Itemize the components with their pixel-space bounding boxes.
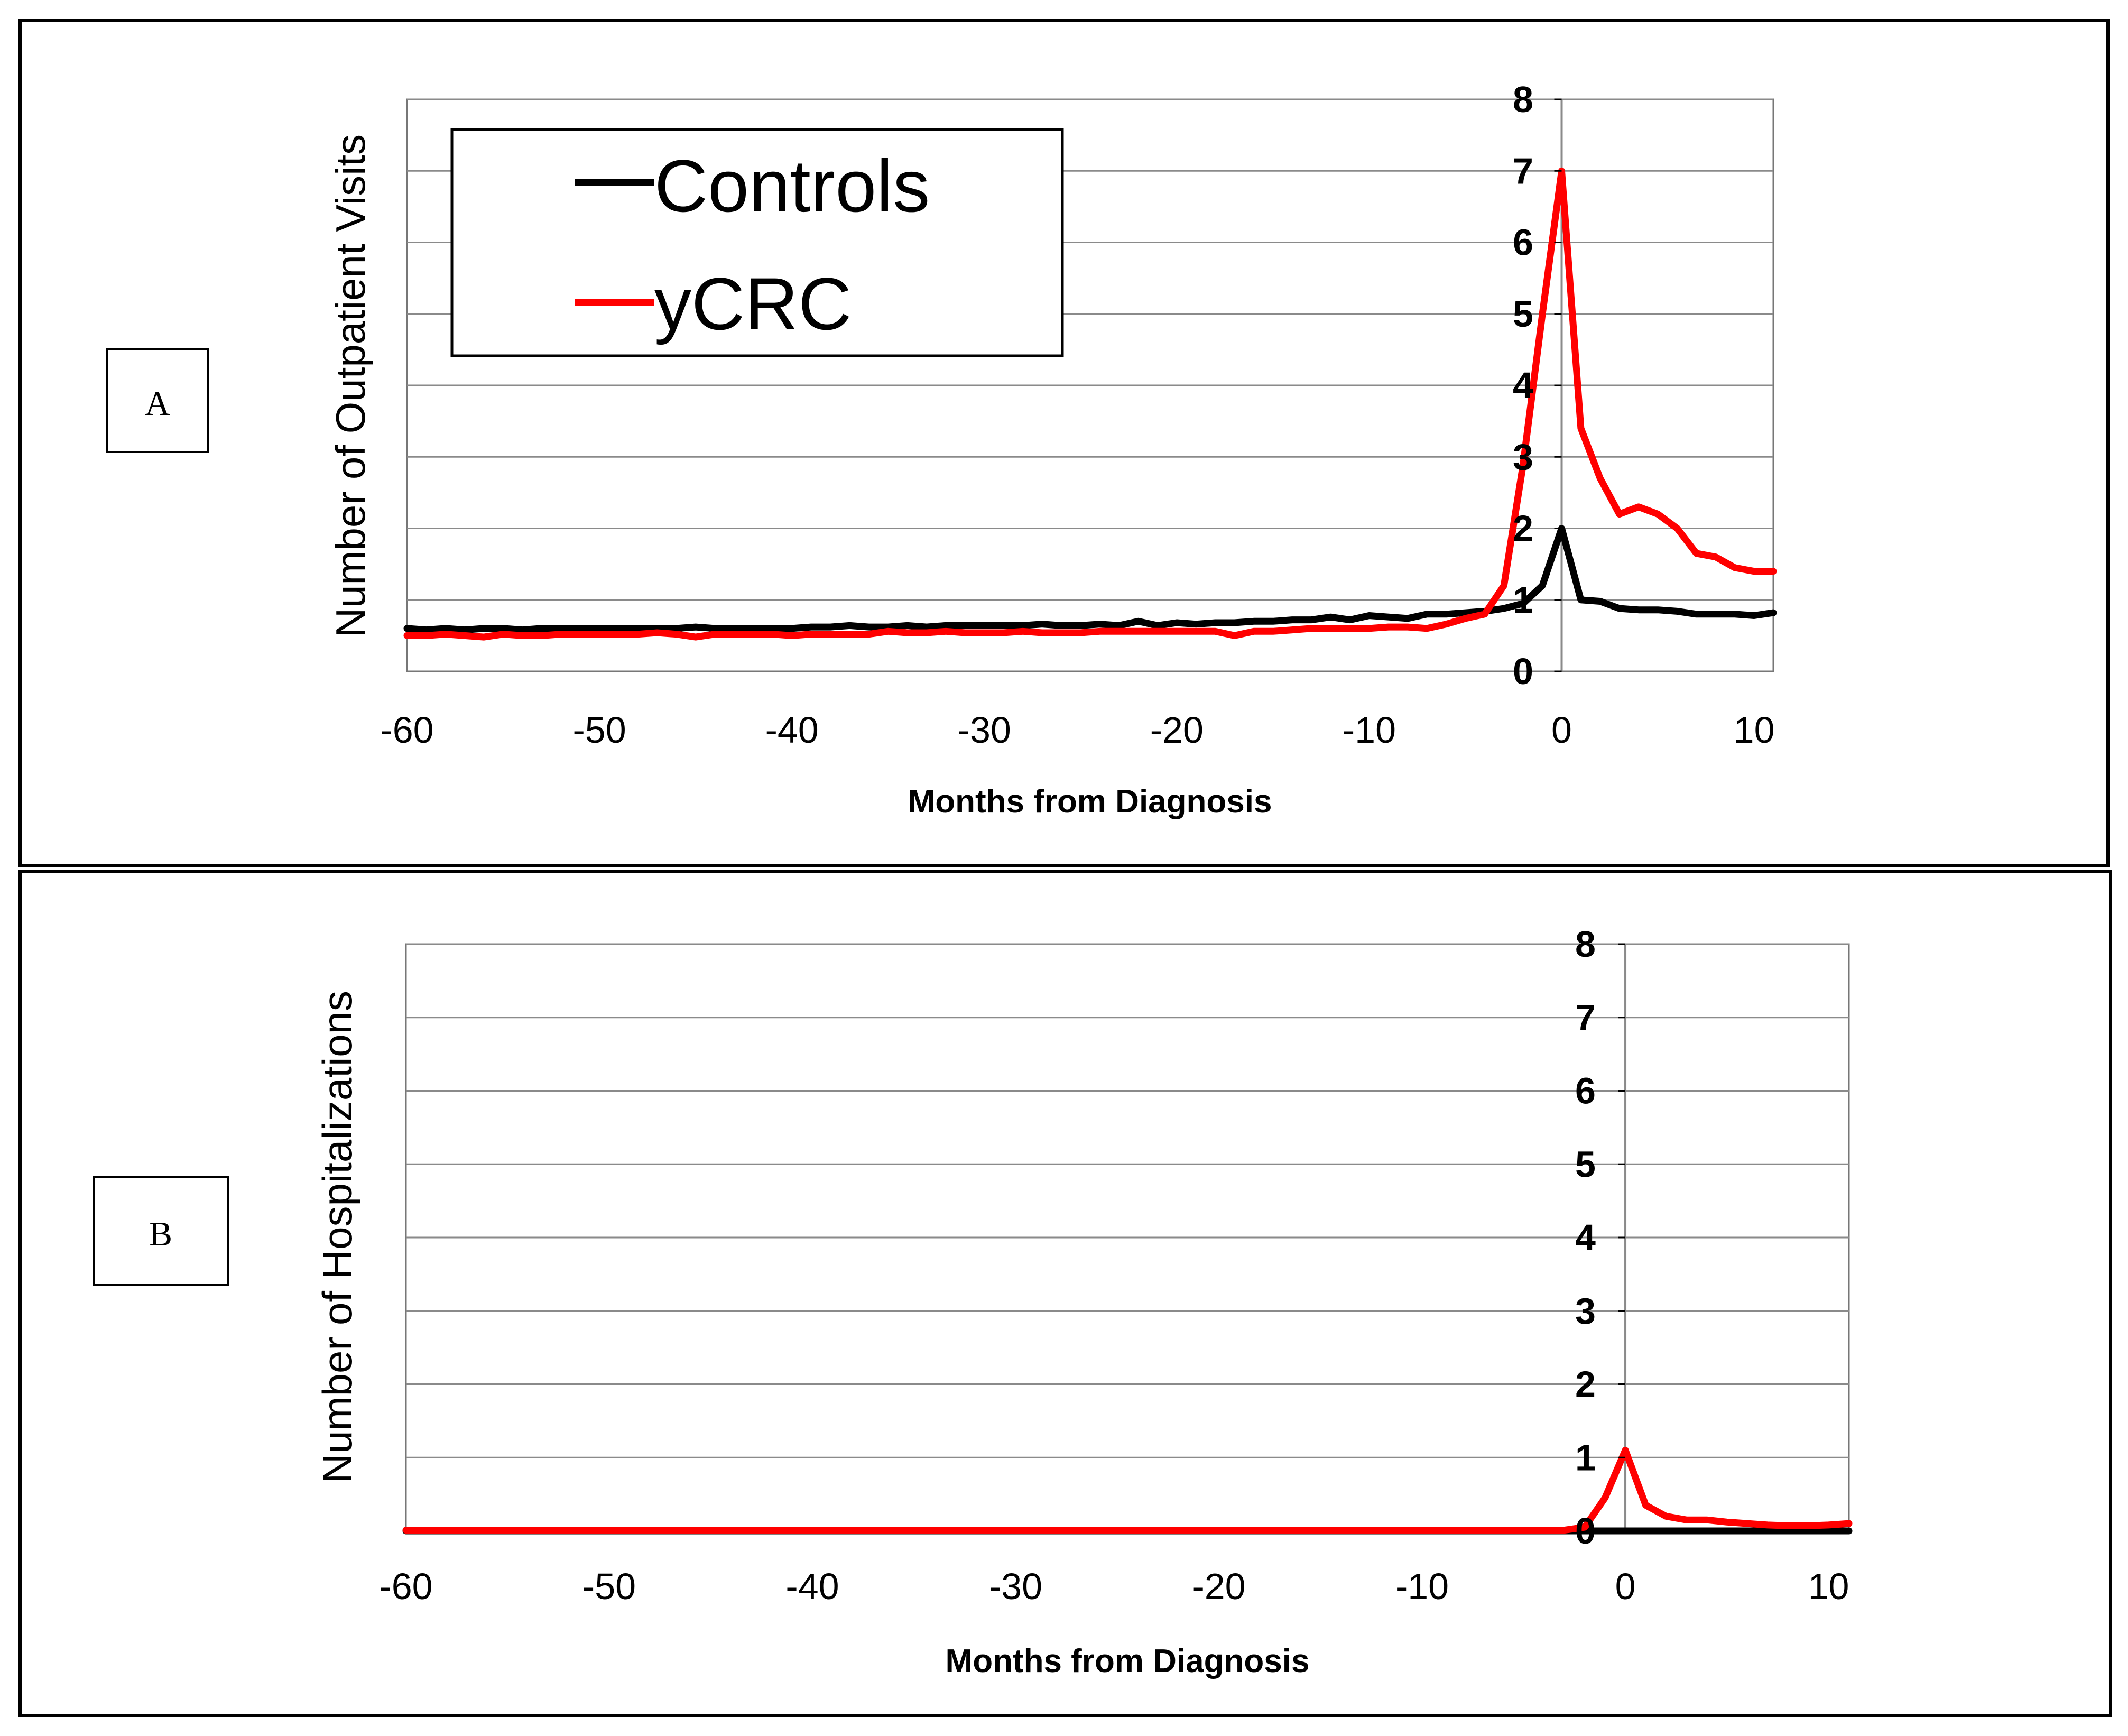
x-axis-title: Months from Diagnosis [946, 1643, 1310, 1679]
series-line-ycrc [402, 1446, 1853, 1534]
x-tick-label: 0 [1615, 1566, 1636, 1607]
x-tick-label: 0 [1551, 709, 1572, 751]
y-tick-label: 0 [1575, 1510, 1596, 1552]
legend-label-ycrc: yCRC [654, 262, 852, 345]
y-tick-label: 8 [1575, 924, 1596, 965]
y-tick-label: 0 [1513, 651, 1533, 692]
x-tick-label: -40 [785, 1566, 839, 1607]
x-axis-title: Months from Diagnosis [908, 783, 1272, 820]
x-tick-label: -20 [1192, 1566, 1245, 1607]
panel-a-chart: 0 1 2 3 4 5 6 7 8 -60 -50 -40 -30 -20 -10 0 10 Months f… [106, 79, 1777, 820]
x-tick-label: -10 [1395, 1566, 1449, 1607]
panel-label-box [106, 348, 209, 453]
x-tick-label: -10 [1343, 709, 1396, 751]
y-tick-label: 6 [1575, 1070, 1596, 1112]
y-tick-label: 5 [1513, 293, 1533, 335]
series-line-ycrc [403, 167, 1777, 641]
panel-label-box [93, 1176, 229, 1286]
x-tick-label: -30 [958, 709, 1011, 751]
y-tick-label: 4 [1575, 1217, 1596, 1258]
legend: Controls yCRC [450, 128, 1064, 357]
y-tick-label: 7 [1513, 150, 1533, 191]
y-tick-label: 1 [1575, 1437, 1596, 1478]
x-tick-label: 10 [1734, 709, 1775, 751]
y-tick-label: 2 [1575, 1364, 1596, 1405]
x-tick-label: -30 [989, 1566, 1042, 1607]
y-tick-label: 3 [1575, 1290, 1596, 1332]
x-tick-label: -60 [379, 1566, 432, 1607]
y-tick-label: 4 [1513, 365, 1533, 406]
x-tick-label: 10 [1808, 1566, 1849, 1607]
panel-a-frame [18, 19, 2110, 867]
series-line-controls [403, 525, 1777, 634]
panel-label: A [145, 384, 170, 423]
x-tick-label: -40 [765, 709, 819, 751]
y-axis-title: Number of Hospitalizations [314, 991, 360, 1483]
legend-label-controls: Controls [654, 144, 930, 227]
x-tick-label: -50 [582, 1566, 636, 1607]
x-tick-label: -50 [572, 709, 626, 751]
y-tick-label: 6 [1513, 222, 1533, 263]
y-tick-label: 8 [1513, 79, 1533, 120]
panel-label: B [149, 1215, 172, 1253]
y-axis-title: Number of Outpatient Visits [327, 134, 374, 638]
y-tick-label: 7 [1575, 997, 1596, 1038]
y-tick-label: 1 [1513, 579, 1533, 621]
x-tick-label: -60 [380, 709, 433, 751]
panel-b-frame [18, 870, 2112, 1717]
y-tick-label: 3 [1513, 436, 1533, 477]
panel-b-chart: 0 1 2 3 4 5 6 7 8 -60 -50 -40 -30 -20 -10 0 10 Months f… [93, 924, 1853, 1679]
x-tick-label: -20 [1150, 709, 1204, 751]
legend-box [450, 128, 1064, 357]
y-tick-label: 2 [1513, 508, 1533, 549]
y-tick-label: 5 [1575, 1143, 1596, 1185]
